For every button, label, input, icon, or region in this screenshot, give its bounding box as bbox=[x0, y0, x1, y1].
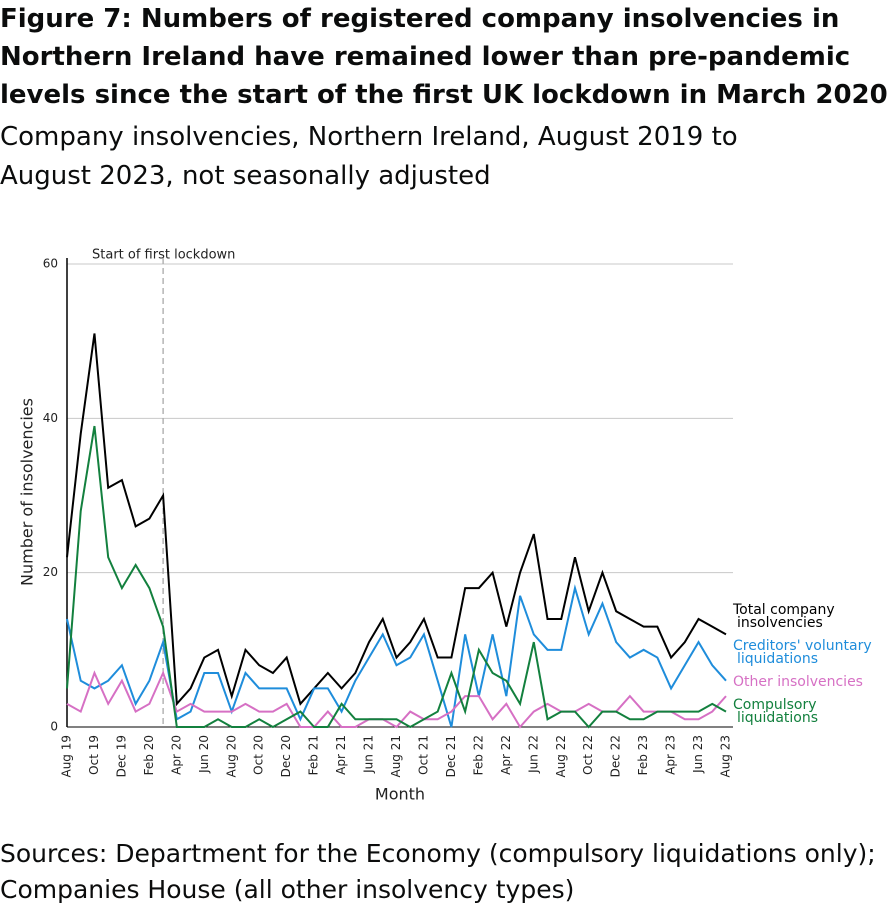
legend-label: Creditors' voluntary liquidations bbox=[733, 638, 876, 667]
x-tick-label: Feb 22 bbox=[471, 735, 485, 775]
x-tick-label: Oct 21 bbox=[416, 735, 430, 775]
source-note: Sources: Department for the Economy (com… bbox=[0, 839, 876, 904]
x-tick-label: Jun 22 bbox=[526, 735, 540, 774]
annotation: Start of first lockdown bbox=[92, 248, 235, 263]
x-tick-label: Jun 23 bbox=[691, 735, 705, 774]
x-tick-label: Aug 22 bbox=[554, 735, 568, 778]
legend-label: Total company insolvencies bbox=[732, 602, 839, 631]
y-tick-label: 0 bbox=[50, 720, 58, 734]
x-tick-label: Oct 20 bbox=[252, 735, 266, 775]
series-line bbox=[66, 425, 727, 729]
y-tick-label: 60 bbox=[43, 257, 58, 271]
x-tick-label: Aug 19 bbox=[60, 735, 74, 778]
x-tick-label: Apr 22 bbox=[499, 735, 513, 775]
x-tick-label: Oct 22 bbox=[581, 735, 595, 775]
series-line bbox=[66, 333, 727, 707]
x-tick-label: Oct 19 bbox=[87, 735, 101, 775]
series-line bbox=[66, 584, 727, 728]
x-tick-label: Jun 21 bbox=[362, 735, 376, 774]
legend-label: Other insolvencies bbox=[733, 674, 863, 690]
x-tick-label: Apr 23 bbox=[664, 735, 678, 775]
legend-label: Compulsory liquidations bbox=[733, 697, 821, 726]
x-tick-label: Dec 21 bbox=[444, 735, 458, 777]
x-tick-label: Feb 23 bbox=[636, 735, 650, 775]
chart-subtitle: Company insolvencies, Northern Ireland, … bbox=[0, 122, 738, 191]
x-tick-label: Aug 23 bbox=[719, 735, 733, 778]
y-tick-label: 20 bbox=[43, 565, 58, 579]
x-tick-label: Apr 20 bbox=[169, 735, 183, 775]
x-tick-label: Dec 20 bbox=[279, 735, 293, 777]
x-tick-label: Dec 19 bbox=[114, 735, 128, 777]
x-tick-label: Aug 20 bbox=[224, 735, 238, 778]
x-tick-label: Aug 21 bbox=[389, 735, 403, 778]
x-tick-label: Apr 21 bbox=[334, 735, 348, 775]
x-axis-title: Month bbox=[375, 785, 425, 804]
x-tick-label: Jun 20 bbox=[197, 735, 211, 774]
x-tick-label: Feb 20 bbox=[142, 735, 156, 775]
chart: Month Number of insolvencies 0 20 40 60 Aug … bbox=[18, 248, 877, 804]
x-tick-label: Dec 22 bbox=[609, 735, 623, 777]
y-tick-label: 40 bbox=[43, 411, 58, 425]
y-axis-title: Number of insolvencies bbox=[18, 398, 37, 586]
x-tick-label: Feb 21 bbox=[307, 735, 321, 775]
chart-title: Figure 7: Numbers of registered company … bbox=[0, 4, 888, 110]
